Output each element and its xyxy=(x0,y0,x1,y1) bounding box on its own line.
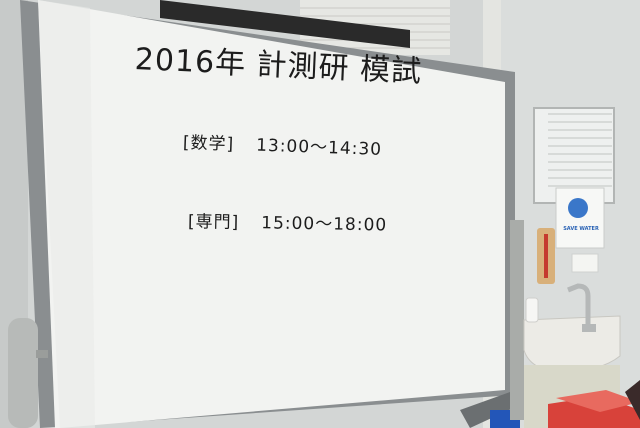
board-stand-left xyxy=(8,318,38,428)
save-water-sign xyxy=(555,187,605,249)
screen-housing xyxy=(160,0,410,48)
subject-label: [専門] xyxy=(187,212,240,233)
sink xyxy=(523,315,621,373)
time-range: 15:00～18:00 xyxy=(261,213,388,236)
faucet xyxy=(567,283,591,328)
whiteboard-surface xyxy=(38,0,505,428)
wall-mirror xyxy=(533,107,615,204)
soap-bottle xyxy=(525,297,539,323)
subject-label: [数学] xyxy=(182,133,235,155)
save-water-text: SAVE WATER xyxy=(563,226,599,232)
schedule-row-specialty: [専門] 15:00～18:00 xyxy=(188,207,388,235)
